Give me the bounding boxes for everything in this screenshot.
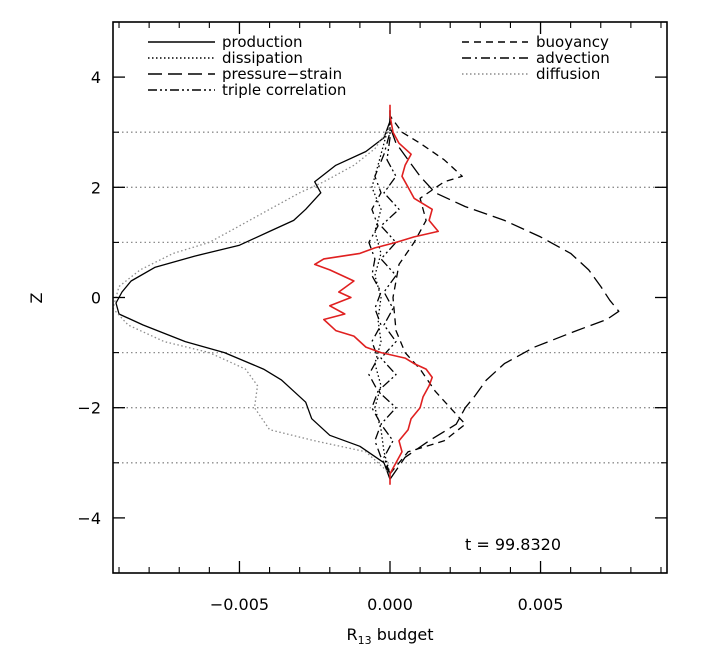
x-axis-label-subscript: 13	[358, 634, 372, 647]
legend-label-right-1: advection	[536, 49, 610, 67]
series-lines	[112, 104, 620, 485]
x-axis-label-main: R	[347, 625, 358, 644]
horizontal-gridlines	[113, 131, 667, 464]
plot-frame	[112, 21, 668, 574]
legend-label-right-0: buoyancy	[536, 33, 609, 51]
x-tick-label-0: −0.005	[210, 595, 269, 614]
series-line-1	[371, 121, 391, 474]
x-tick-label-2: 0.005	[518, 595, 564, 614]
legend: productiondissipationpressure−straintrip…	[148, 33, 610, 99]
y-tick-label-1: −2	[77, 399, 101, 418]
x-tick-label-1: 0.000	[367, 595, 413, 614]
legend-label-right-2: diffusion	[536, 65, 600, 83]
legend-label-left-1: dissipation	[222, 49, 303, 67]
legend-label-left-3: triple correlation	[222, 81, 346, 99]
series-line-2	[389, 110, 620, 480]
legend-label-left-2: pressure−strain	[222, 65, 342, 83]
legend-label-left-0: production	[222, 33, 303, 51]
axis-ticks: −0.005 0.000 0.005 −4 −2 0 2 4	[77, 21, 667, 614]
time-annotation: t = 99.8320	[465, 535, 561, 554]
series-line-4	[389, 115, 466, 475]
y-tick-label-3: 2	[91, 178, 101, 197]
y-tick-label-0: −4	[77, 509, 101, 528]
x-axis-label: R13 budget	[347, 625, 434, 647]
y-tick-label-2: 0	[91, 289, 101, 308]
x-axis-label-suffix: budget	[372, 625, 434, 644]
series-line-3	[377, 121, 400, 475]
series-line-5	[368, 115, 391, 475]
y-tick-label-4: 4	[91, 68, 101, 87]
series-line-6	[112, 126, 391, 475]
series-line-7	[313, 104, 439, 485]
series-line-0	[115, 110, 391, 480]
y-axis-label: Z	[27, 292, 46, 303]
